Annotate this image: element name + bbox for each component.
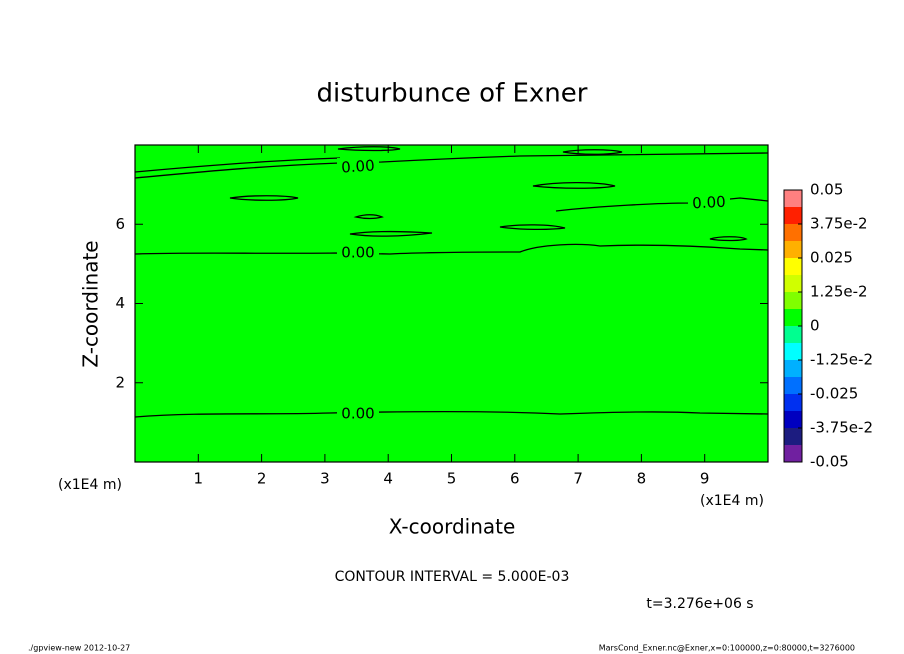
contour-line — [337, 146, 401, 152]
contour-line — [532, 181, 616, 189]
x-unit: (x1E4 m) — [58, 477, 122, 493]
contour-line — [499, 224, 566, 231]
contour-line — [134, 157, 341, 173]
colorbar-band — [784, 360, 802, 377]
contour-label: 0.00 — [341, 156, 376, 176]
colorbar-tick-label: 1.25e-2 — [810, 283, 868, 301]
x-tick-label: 7 — [573, 470, 583, 488]
colorbar-band — [784, 309, 802, 326]
x-tick-label: 2 — [257, 470, 267, 488]
colorbar-band — [784, 207, 802, 224]
contour-line — [229, 195, 299, 201]
contour-line — [349, 230, 433, 237]
colorbar-tick-label: 0.05 — [810, 181, 843, 199]
colorbar-band — [784, 190, 802, 207]
colorbar-band — [784, 224, 802, 241]
label-bg — [337, 158, 379, 174]
colorbar-tick-label: -3.75e-2 — [810, 419, 873, 437]
colorbar-tick-label: 0 — [810, 317, 820, 335]
footer-left: ./gpview-new 2012-10-27 — [28, 644, 130, 653]
label-bg — [337, 245, 379, 261]
contour-line — [562, 149, 623, 155]
colorbar-band — [784, 445, 802, 462]
time-label: t=3.276e+06 s — [646, 596, 753, 612]
label-bg — [688, 195, 730, 211]
colorbar-band — [784, 258, 802, 275]
x-axis-label: X-coordinate — [389, 515, 516, 539]
y-axis-label: Z-coordinate — [79, 240, 103, 367]
contour-line — [709, 236, 748, 242]
chart-title: disturbunce of Exner — [317, 79, 588, 109]
colorbar-band — [784, 428, 802, 445]
y-tick-label: 6 — [115, 215, 125, 233]
x-tick-label: 8 — [637, 470, 647, 488]
y-tick-label: 4 — [115, 294, 125, 312]
colorbar-tick-label: -0.025 — [810, 385, 858, 403]
colorbar-tick-label: -0.05 — [810, 453, 849, 471]
x-unit: (x1E4 m) — [700, 493, 764, 509]
contour-label: 0.00 — [341, 405, 374, 423]
colorbar-band — [784, 343, 802, 360]
colorbar-band — [784, 241, 802, 258]
field — [135, 145, 768, 462]
colorbar-band — [784, 394, 802, 411]
footer-right: MarsCond_Exner.nc@Exner,x=0:100000,z=0:8… — [599, 644, 855, 653]
colorbar-band — [784, 275, 802, 292]
x-tick-label: 5 — [447, 470, 457, 488]
colorbar-band — [784, 411, 802, 428]
colorbar-tick-label: 0.025 — [810, 249, 853, 267]
x-tick-label: 1 — [194, 470, 204, 488]
x-tick-label: 4 — [383, 470, 393, 488]
contour-line — [134, 410, 769, 418]
x-tick-label: 6 — [510, 470, 520, 488]
x-tick-label: 3 — [320, 470, 330, 488]
label-bg — [337, 406, 379, 422]
y-tick-label: 2 — [115, 373, 125, 391]
x-tick-label: 9 — [700, 470, 710, 488]
colorbar-band — [784, 292, 802, 309]
contour-line — [134, 243, 769, 255]
contour-label: 0.00 — [692, 193, 726, 213]
colorbar-tick-label: 3.75e-2 — [810, 215, 868, 233]
contour-label: 0.00 — [341, 244, 374, 262]
contour-interval: CONTOUR INTERVAL = 5.000E-03 — [335, 569, 570, 585]
colorbar-band — [784, 377, 802, 394]
colorbar-tick-label: -1.25e-2 — [810, 351, 873, 369]
contour-line — [353, 214, 384, 220]
colorbar-band — [784, 326, 802, 343]
